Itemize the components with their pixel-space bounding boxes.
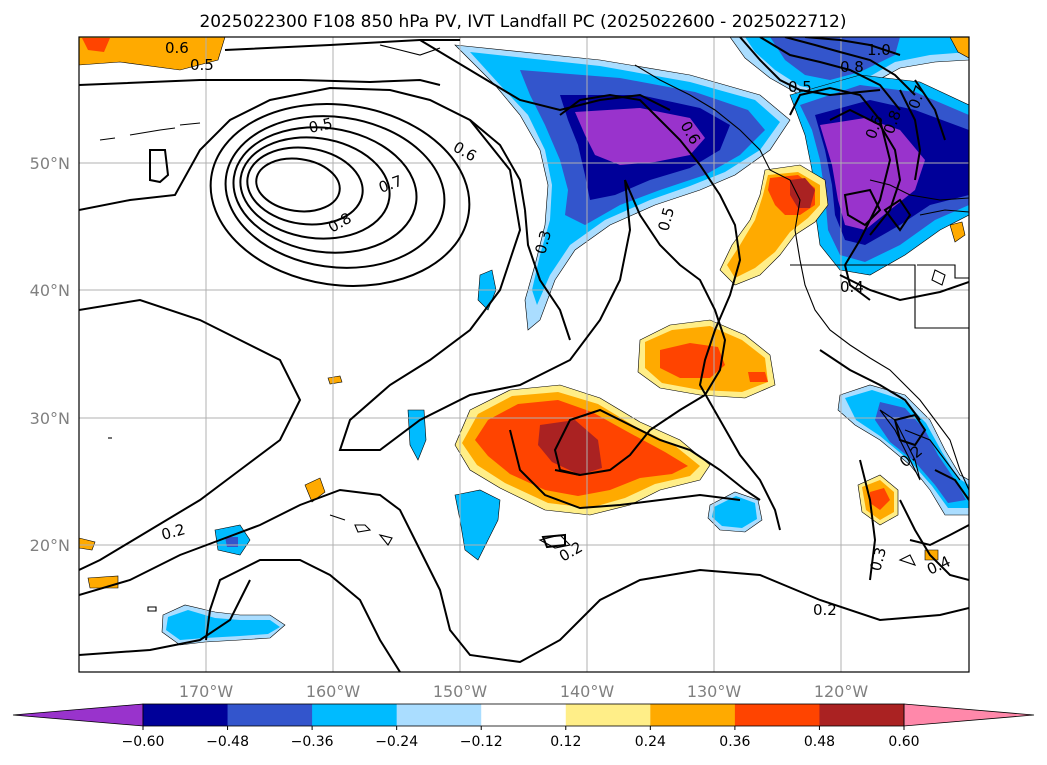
contour-label: 0.2 <box>159 520 187 544</box>
contour-label: 0.3 <box>531 228 555 256</box>
colorbar-tick-label: 0.60 <box>888 734 919 750</box>
contour-label: 0.5 <box>190 56 214 74</box>
longitude-labels: 170°W 160°W 150°W 140°W 130°W 120°W <box>179 682 869 701</box>
colorbar-frame <box>142 703 905 727</box>
gridlines <box>79 37 969 672</box>
lon-label: 130°W <box>687 682 742 701</box>
lat-label: 40°N <box>30 281 70 300</box>
contour-label: 1.0 <box>867 41 891 59</box>
colorbar-tick-label: 0.36 <box>719 734 750 750</box>
lat-label: 30°N <box>30 409 70 428</box>
colorbar-swatch <box>819 704 905 726</box>
lon-label: 120°W <box>814 682 869 701</box>
figure-title: 2025022300 F108 850 hPa PV, IVT Landfall… <box>199 12 846 32</box>
colorbar-tick-label: −0.36 <box>291 734 334 750</box>
ivt-shading <box>79 37 969 646</box>
contour-label: 0.5 <box>307 114 334 137</box>
coastlines <box>99 44 969 612</box>
colorbar-swatch <box>650 704 736 726</box>
colorbar-swatch <box>734 704 820 726</box>
colorbar-extend-low <box>12 703 144 727</box>
lon-label: 140°W <box>560 682 615 701</box>
colorbar-swatch <box>481 704 567 726</box>
colorbar: −0.60 −0.48 −0.36 −0.24 −0.12 0.12 0.24 0.36 0.4… <box>12 703 1035 750</box>
colorbar-tick-label: 0.24 <box>635 734 666 750</box>
lat-label: 50°N <box>30 154 70 173</box>
contour-label: 0.3 <box>866 545 890 573</box>
map-panel: 0.6 0.5 0.5 0.6 0.7 0.8 0.3 0.5 0.5 0.8 … <box>79 37 969 672</box>
lat-label: 20°N <box>30 536 70 555</box>
colorbar-tick-label: −0.48 <box>206 734 249 750</box>
colorbar-extend-high <box>903 703 1035 727</box>
colorbar-tick-label: −0.12 <box>460 734 503 750</box>
colorbar-tick-label: 0.48 <box>804 734 835 750</box>
contour-label: 0.5 <box>654 205 678 233</box>
colorbar-swatch <box>396 704 482 726</box>
latitude-labels: 50°N 40°N 30°N 20°N <box>30 154 70 555</box>
map-frame <box>78 36 970 673</box>
lon-label: 150°W <box>433 682 488 701</box>
lon-label: 170°W <box>179 682 234 701</box>
contour-label: 0.4 <box>840 278 864 296</box>
colorbar-swatch <box>312 704 398 726</box>
colorbar-tick-label: −0.24 <box>375 734 418 750</box>
colorbar-swatch <box>565 704 651 726</box>
contour-label: 0.6 <box>165 39 189 57</box>
contour-label: 0.2 <box>813 601 837 619</box>
colorbar-tick-label: 0.12 <box>550 734 581 750</box>
pv-contours <box>79 37 969 672</box>
contour-label: 0.5 <box>788 78 812 96</box>
contour-label: 0.8 <box>840 58 864 76</box>
colorbar-tick-label: −0.60 <box>122 734 165 750</box>
lon-label: 160°W <box>306 682 361 701</box>
colorbar-swatch <box>143 704 229 726</box>
colorbar-swatch <box>227 704 313 726</box>
